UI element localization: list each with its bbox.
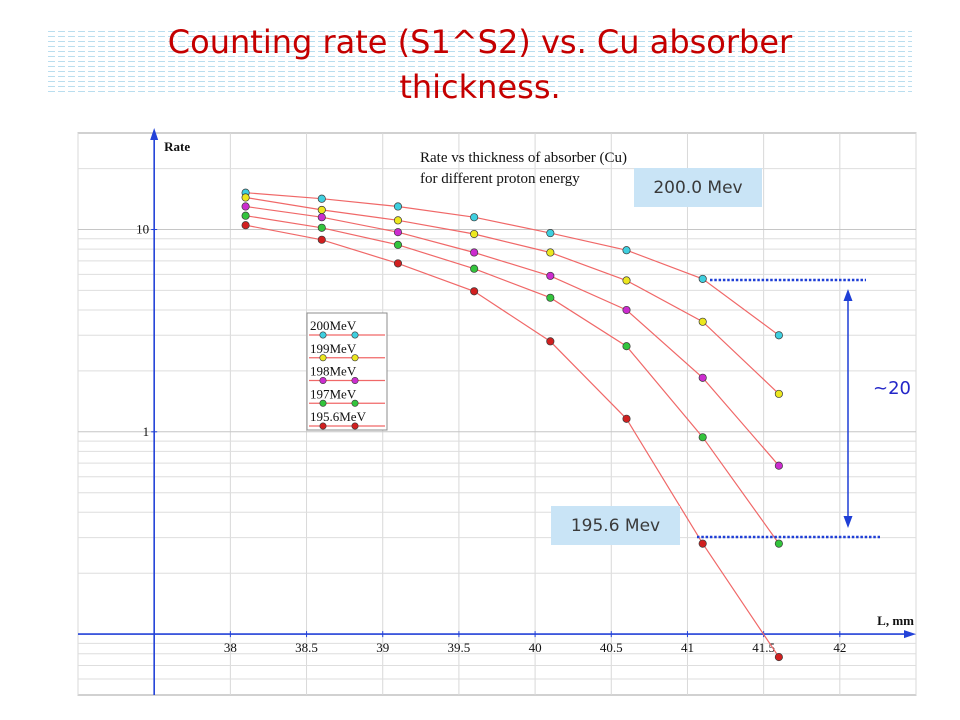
x-tick-label: 39: [376, 640, 389, 655]
data-point: [698, 274, 707, 283]
legend-label: 197MeV: [310, 386, 357, 401]
data-point: [317, 194, 326, 203]
legend-label: 195.6MeV: [310, 409, 367, 424]
data-point: [774, 389, 783, 398]
data-point: [546, 229, 555, 238]
y-axis-label: Rate: [164, 139, 190, 154]
x-tick-label: 42: [833, 640, 846, 655]
x-tick-label: 38: [224, 640, 237, 655]
data-point: [317, 223, 326, 232]
legend-marker: [319, 399, 327, 407]
x-axis-label: L, mm: [877, 613, 914, 628]
data-point: [622, 414, 631, 423]
data-point: [241, 221, 250, 230]
x-tick-label: 38.5: [295, 640, 318, 655]
series-line-195-6mev: [245, 224, 780, 658]
y-axis-arrowhead: [150, 128, 159, 140]
series-line-200mev: [245, 192, 780, 336]
legend-label: 198MeV: [310, 364, 357, 379]
slide-title: Counting rate (S1^S2) vs. Cu absorber th…: [0, 20, 960, 110]
legend-marker: [351, 422, 359, 430]
y-tick-label: 1: [143, 424, 150, 439]
data-point: [317, 235, 326, 244]
slide-title-line: Counting rate (S1^S2) vs. Cu absorber: [167, 23, 793, 61]
data-point: [393, 202, 403, 211]
data-point: [241, 211, 250, 220]
data-point: [622, 246, 631, 255]
ratio-arrow-head-down: [843, 516, 853, 528]
plot-area: [77, 132, 917, 696]
plot: 38 38.5 39 39.5 40 40.5 41 41.5 42 1 10 Rate L, mm Ra…: [77, 128, 917, 696]
data-point: [774, 331, 783, 340]
x-tick-label: 40.5: [600, 640, 623, 655]
data-point: [317, 205, 326, 214]
data-point: [470, 287, 479, 296]
legend-marker: [351, 354, 359, 362]
data-point: [698, 373, 707, 382]
data-point: [698, 317, 707, 326]
legend: 200MeV 199MeV 198MeV 197MeV 195.6MeV: [306, 312, 388, 431]
data-point: [393, 259, 403, 268]
data-point: [470, 213, 479, 222]
data-point: [698, 539, 707, 548]
series-line-199mev: [245, 196, 780, 395]
data-point: [546, 293, 555, 302]
data-point: [698, 433, 707, 442]
legend-marker: [351, 376, 359, 384]
data-point: [774, 653, 783, 662]
chart-title-line: Rate vs thickness of absorber (Cu): [420, 150, 627, 166]
title-decoration: [48, 31, 912, 94]
legend-marker: [319, 376, 327, 384]
legend-marker: [351, 399, 359, 407]
legend-marker: [319, 331, 327, 339]
data-point: [774, 461, 783, 470]
data-point: [622, 276, 631, 285]
series-lines: [245, 192, 780, 658]
x-tick-label: 39.5: [448, 640, 471, 655]
data-point: [622, 305, 631, 315]
data-point: [470, 229, 479, 239]
ratio-arrow-head-up: [843, 289, 853, 301]
x-tick-label: 41: [681, 640, 694, 655]
data-point: [241, 202, 250, 211]
legend-box: [306, 312, 388, 431]
data-point: [393, 228, 403, 237]
legend-marker: [319, 354, 327, 362]
x-tick-label: 40: [529, 640, 542, 655]
data-point: [774, 539, 783, 548]
data-point: [393, 240, 403, 249]
data-point: [470, 264, 479, 273]
data-point: [546, 271, 555, 280]
data-point: [546, 337, 555, 346]
x-axis-arrowhead: [904, 630, 916, 639]
legend-marker: [319, 422, 327, 430]
series-points: [241, 188, 783, 662]
data-point: [622, 342, 631, 351]
legend-marker: [351, 331, 359, 339]
series-line-198mev: [245, 205, 780, 467]
ratio-label: ~20: [873, 378, 911, 399]
callout-200-mev: 200.0 Mev: [634, 168, 762, 207]
data-point: [470, 248, 479, 257]
annotation-group: [697, 278, 880, 539]
data-point: [317, 213, 326, 222]
x-tick-label: 41.5: [752, 640, 775, 655]
slide-title-line: thickness.: [399, 68, 561, 106]
legend-label: 199MeV: [310, 341, 357, 356]
data-point: [241, 193, 250, 202]
series-line-197mev: [245, 215, 780, 544]
legend-label: 200MeV: [310, 318, 357, 333]
y-tick-label: 10: [136, 222, 149, 237]
data-point: [546, 248, 555, 257]
chart-title-line: for different proton energy: [420, 171, 580, 187]
data-point: [393, 216, 403, 225]
callout-195-6-mev: 195.6 Mev: [551, 506, 680, 545]
